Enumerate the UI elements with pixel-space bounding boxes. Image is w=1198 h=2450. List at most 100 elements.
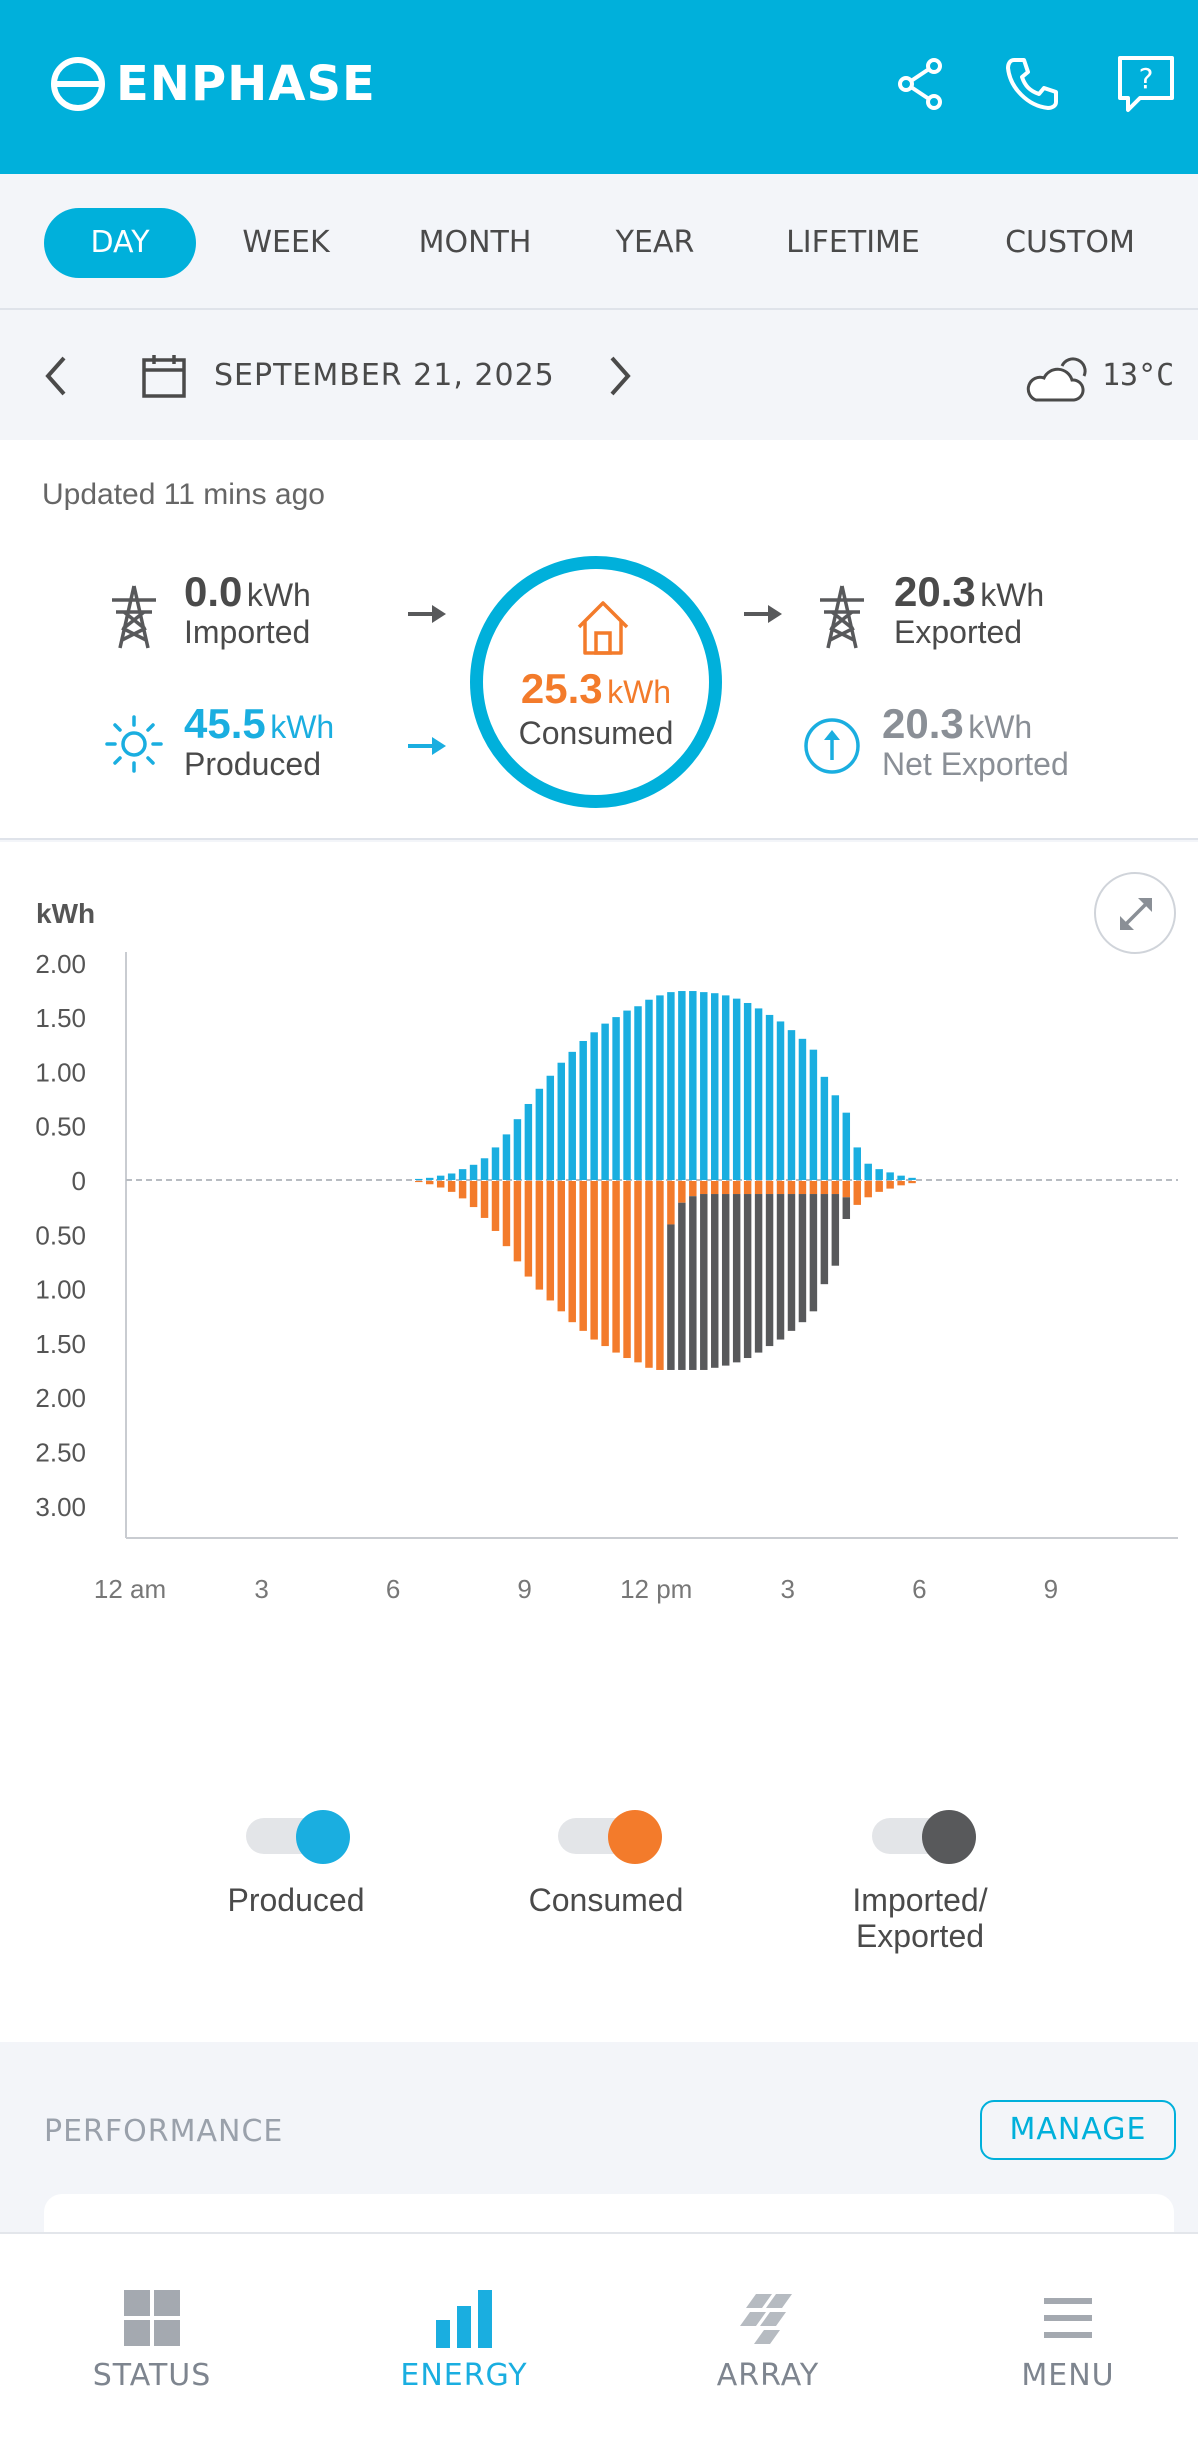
calendar-icon[interactable] xyxy=(140,352,188,400)
exported-unit: kWh xyxy=(980,577,1045,613)
produced-bar xyxy=(480,1158,489,1180)
nav-status[interactable]: STATUS xyxy=(2,2234,302,2450)
consumed-bar xyxy=(667,1181,675,1225)
consumed-bar xyxy=(469,1181,478,1208)
expand-icon xyxy=(1120,898,1152,930)
consumed-bar xyxy=(458,1181,467,1199)
phone-icon[interactable] xyxy=(1000,52,1064,116)
consumed-bar xyxy=(491,1181,500,1231)
manage-button[interactable]: MANAGE xyxy=(980,2100,1176,2160)
consumed-bar xyxy=(765,1181,774,1195)
x-tick-label: 6 xyxy=(912,1574,926,1604)
toggle-produced[interactable] xyxy=(246,1810,356,1864)
produced-bar xyxy=(623,1010,631,1180)
consumed-bar xyxy=(787,1181,796,1195)
produced-bar xyxy=(425,1177,434,1180)
x-tick-label: 9 xyxy=(517,1574,531,1604)
exported-bar xyxy=(711,1194,719,1368)
y-tick-label: 2.50 xyxy=(35,1438,86,1468)
produced-bar xyxy=(908,1177,916,1180)
legend-imported-line: Imported/ xyxy=(852,1882,988,1918)
toggle-imported-exported[interactable] xyxy=(872,1810,982,1864)
consumed-ring: 25.3 kWh Consumed xyxy=(470,556,722,808)
consumed-bar xyxy=(678,1181,686,1203)
energy-summary: Updated 11 mins ago 0.0 kWh Imported 45.… xyxy=(0,440,1198,840)
tab-custom[interactable]: CUSTOM xyxy=(1005,225,1135,260)
x-tick-label: 3 xyxy=(254,1574,268,1604)
consumed-bar xyxy=(579,1181,587,1331)
consumed-bar xyxy=(853,1181,861,1205)
produced-bar xyxy=(864,1163,872,1180)
exported-bar xyxy=(689,1196,697,1370)
x-tick-label: 3 xyxy=(781,1574,795,1604)
grid-tower-icon xyxy=(820,585,864,649)
produced-bar xyxy=(809,1049,818,1180)
tab-lifetime[interactable]: LIFETIME xyxy=(786,225,920,260)
consumed-bar xyxy=(754,1181,763,1195)
legend-consumed: Consumed xyxy=(528,1882,684,1918)
consumed-bar xyxy=(513,1181,522,1262)
consumed-bar xyxy=(711,1181,719,1195)
exported-bar xyxy=(820,1194,829,1285)
tab-year[interactable]: YEAR xyxy=(615,225,695,260)
produced-bar xyxy=(535,1088,544,1180)
produced-bar xyxy=(798,1038,807,1180)
produced-bar xyxy=(590,1032,598,1180)
produced-bar xyxy=(469,1164,478,1180)
produced-bar xyxy=(491,1147,500,1180)
consumed-bar xyxy=(809,1181,818,1195)
imported-stat: 0.0 kWh Imported xyxy=(184,568,311,651)
exported-value: 20.3 xyxy=(894,568,976,615)
energy-bar-chart[interactable]: 3.00 2.50 2.00 1.50 1.00 0.50 0 0.50 1.00 1.50 2.0… xyxy=(0,952,1198,1612)
imported-label: Imported xyxy=(184,614,311,650)
nav-menu[interactable]: MENU xyxy=(918,2234,1198,2450)
chevron-left-icon[interactable] xyxy=(38,352,74,400)
exported-bar xyxy=(743,1194,752,1359)
imported-value: 0.0 xyxy=(184,568,243,615)
produced-bar xyxy=(436,1175,445,1180)
produced-bar xyxy=(875,1169,883,1180)
y-tick-label: 3.00 xyxy=(35,1492,86,1522)
exported-bar xyxy=(776,1194,785,1340)
produced-bar xyxy=(776,1021,785,1180)
consumed-bar xyxy=(721,1181,730,1195)
produced-bar xyxy=(754,1008,763,1180)
produced-bar xyxy=(579,1040,587,1180)
y-tick-label: 1.50 xyxy=(35,1003,86,1033)
period-tabs: DAY WEEK MONTH YEAR LIFETIME CUSTOM xyxy=(0,174,1198,310)
bar-chart-icon xyxy=(436,2290,492,2348)
exported-bar xyxy=(831,1194,840,1266)
exported-stat: 20.3 kWh Exported xyxy=(894,568,1044,651)
tab-month[interactable]: MONTH xyxy=(418,225,532,260)
produced-bar xyxy=(721,995,730,1180)
temperature: 13°C xyxy=(1102,358,1175,393)
produced-bar xyxy=(842,1112,851,1180)
produced-bar xyxy=(612,1017,620,1180)
chevron-right-icon[interactable] xyxy=(602,352,638,400)
performance-section: PERFORMANCE MANAGE xyxy=(0,2042,1198,2274)
toggle-knob xyxy=(922,1810,976,1864)
toggle-consumed[interactable] xyxy=(558,1810,668,1864)
produced-bar xyxy=(447,1173,456,1180)
performance-title: PERFORMANCE xyxy=(44,2114,284,2149)
nav-array[interactable]: ARRAY xyxy=(618,2234,918,2450)
exported-bar xyxy=(667,1224,675,1370)
help-icon[interactable]: ? xyxy=(1114,52,1178,116)
tab-day[interactable]: DAY xyxy=(44,208,196,278)
arrow-right-icon xyxy=(408,605,446,623)
produced-bar xyxy=(568,1051,576,1180)
consumed-bar xyxy=(634,1181,642,1363)
tab-week[interactable]: WEEK xyxy=(242,225,330,260)
consumed-bar xyxy=(612,1181,620,1353)
consumed-bar xyxy=(689,1181,697,1197)
nav-energy[interactable]: ENERGY xyxy=(314,2234,614,2450)
arrow-right-icon xyxy=(408,737,446,755)
expand-chart-button[interactable] xyxy=(1094,872,1176,954)
net-exported-label: Net Exported xyxy=(882,746,1069,782)
grid-icon xyxy=(124,2290,180,2346)
consumed-bar xyxy=(820,1181,829,1195)
produced-bar xyxy=(886,1172,894,1180)
selected-date[interactable]: SEPTEMBER 21, 2025 xyxy=(214,358,555,393)
share-icon[interactable] xyxy=(888,52,952,116)
produced-bar xyxy=(853,1147,861,1180)
